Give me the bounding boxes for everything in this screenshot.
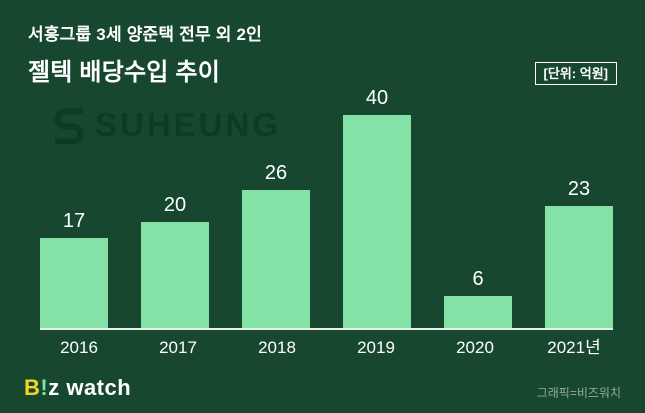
logo-watch-text: watch	[59, 375, 132, 400]
graphic-credit: 그래픽=비즈워치	[536, 386, 621, 400]
bar	[242, 190, 310, 328]
watermark: SUHEUNG	[52, 106, 281, 144]
bar-value-label: 6	[472, 268, 484, 290]
bar-column: 17	[40, 211, 108, 328]
bar	[343, 115, 411, 328]
chart-subtitle: 서흥그룹 3세 양준택 전무 외 2인	[28, 25, 263, 44]
suheung-s-logo-icon	[52, 106, 86, 144]
header: 서흥그룹 3세 양준택 전무 외 2인 젤텍 배당수입 추이 [단위: 억원]	[28, 20, 617, 87]
plot-area: 17 20 26 40 6 23	[40, 88, 613, 330]
x-axis-label: 2016	[60, 338, 98, 357]
chart-title: 젤텍 배당수입 추이	[28, 59, 220, 86]
footer: B!z watch 그래픽=비즈워치	[24, 375, 621, 401]
bar-chart: 17 20 26 40 6 23 2016 2017 2018 2019 2020 2021년	[40, 88, 613, 356]
logo-letter-b: B	[24, 375, 41, 400]
bar-value-label: 23	[567, 178, 591, 200]
x-axis-label: 2020	[456, 338, 494, 357]
x-axis-label: 2017	[159, 338, 197, 357]
unit-badge: [단위: 억원]	[534, 62, 617, 85]
category-row: 2016 2017 2018 2019 2020 2021년	[40, 339, 613, 356]
bar	[40, 238, 108, 328]
bizwatch-logo: B!z watch	[24, 375, 131, 401]
bar	[545, 206, 613, 328]
bar	[141, 222, 209, 328]
bar-value-label: 40	[365, 87, 389, 109]
bar-column: 6	[444, 269, 512, 328]
logo-exclamation: !	[40, 375, 49, 400]
x-axis-label: 2019	[357, 338, 395, 357]
bar-column: 40	[343, 88, 411, 328]
bar-value-label: 20	[163, 194, 187, 216]
logo-letter-z: z	[48, 375, 60, 400]
bar-column: 26	[242, 163, 310, 328]
watermark-text: SUHEUNG	[95, 106, 282, 143]
x-axis-label: 2021년	[547, 338, 601, 357]
bar-column: 20	[141, 195, 209, 328]
bar-value-label: 26	[264, 162, 288, 184]
bar	[444, 296, 512, 328]
bar-value-label: 17	[62, 210, 86, 232]
bar-column: 23	[545, 179, 613, 328]
x-axis-label: 2018	[258, 338, 296, 357]
